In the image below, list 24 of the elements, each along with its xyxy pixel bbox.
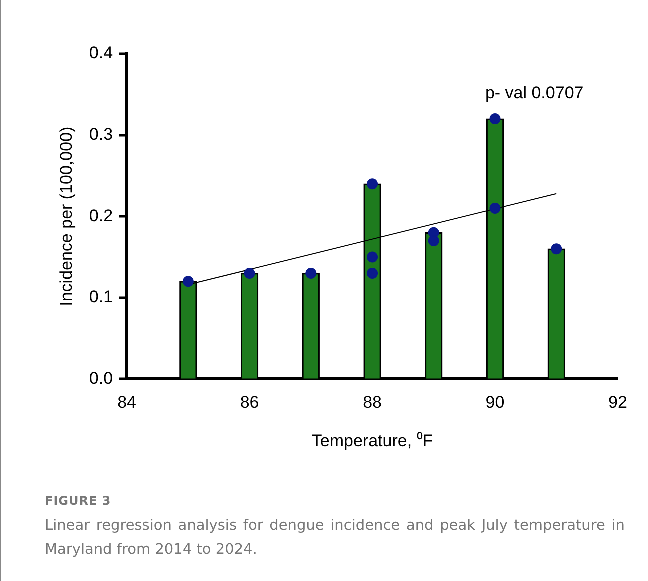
- y-tick-label: 0.3: [89, 124, 114, 144]
- point: [367, 268, 378, 280]
- point: [367, 178, 378, 190]
- point: [551, 244, 562, 255]
- y-tick-label: 0.0: [89, 368, 114, 388]
- point: [490, 114, 501, 125]
- x-axis-title: Temperature, ⁰F: [312, 431, 434, 450]
- point: [244, 268, 256, 280]
- y-tick-label: 0.2: [89, 206, 114, 226]
- point: [306, 268, 317, 280]
- point: [182, 276, 194, 288]
- y-axis-title: Incidence per (100,000): [56, 126, 76, 306]
- x-tick-label: 86: [240, 393, 260, 412]
- caption: FIGURE 3: [45, 494, 112, 508]
- x-tick-label: 84: [118, 393, 136, 412]
- annotation: p- val 0.0707: [485, 84, 584, 103]
- point: [490, 202, 501, 214]
- text: Linear regression analysis for dengue incidence and peak July temperature in Maryland from 2014 to 2024.: [45, 517, 625, 560]
- point: [367, 252, 378, 263]
- x-tick-label: 88: [363, 393, 382, 412]
- x-tick-label: 92: [608, 393, 628, 412]
- y-tick-label: 0.1: [89, 288, 114, 307]
- y-tick-label: 0.4: [89, 44, 114, 63]
- x-tick-label: 90: [486, 393, 505, 412]
